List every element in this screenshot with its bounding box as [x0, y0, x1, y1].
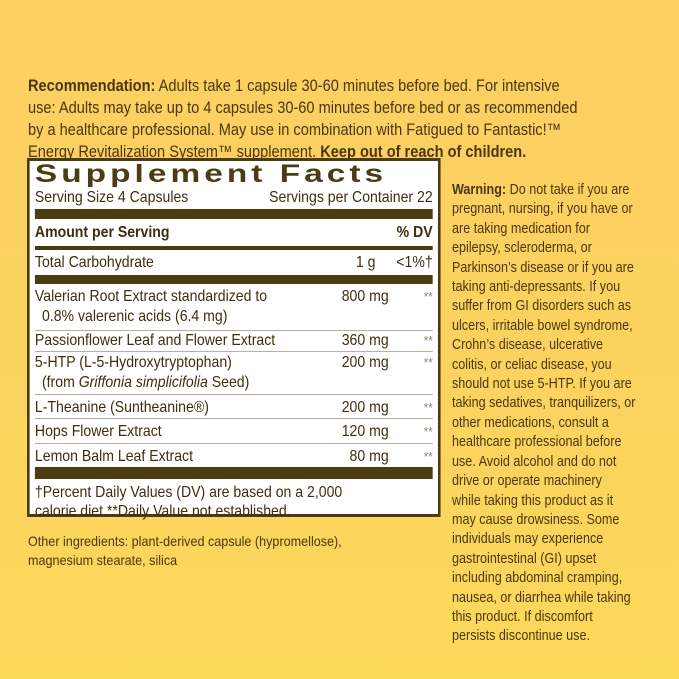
panel-title-text: Supplement Facts	[34, 159, 388, 188]
warning-line: Do not take if you are	[509, 181, 630, 198]
serving-size: Serving Size 4 Capsules	[34, 189, 189, 206]
ingredient-dv: **	[423, 333, 433, 348]
ingredient-name: L-Theanine (Suntheanine®)	[34, 399, 209, 416]
ingredient-detail: 0.8% valerenic acids (6.4 mg)	[41, 308, 228, 325]
warning-line: ulcers, irritable bowel syndrome,	[452, 316, 633, 334]
keep-out-of-reach-warning: Keep out of reach of children.	[320, 143, 527, 161]
warning-line: other medications, consult a	[452, 413, 609, 431]
nutrient-name: Total Carbohydrate	[34, 254, 154, 271]
warning-line: while taking this product as it	[452, 491, 614, 509]
ingredient-dv: **	[423, 400, 433, 415]
panel-title: Supplement Facts	[34, 159, 433, 188]
ingredient-row: Lemon Balm Leaf Extract 80 mg **	[35, 444, 433, 467]
warning-line: Crohn’s disease, ulcerative	[452, 336, 604, 354]
ingredient-row: Hops Flower Extract 120 mg **	[34, 419, 433, 444]
detail-text: Seed)	[207, 374, 250, 391]
divider-bar	[34, 467, 433, 479]
ingredient-dv: **	[423, 424, 433, 439]
footnote-line: calorie diet.**Daily Value not establish…	[34, 503, 291, 520]
recommendation-line: use: Adults may take up to 4 capsules 30…	[28, 99, 578, 117]
warning-line: are taking medication for	[452, 219, 590, 237]
other-ingredients-line: magnesium stearate, silica	[28, 552, 178, 568]
ingredient-detail: (from Griffonia simplicifolia Seed)	[35, 373, 318, 393]
ingredient-amount: 80 mg	[349, 448, 389, 465]
warning-lines: pregnant, nursing, if you have or are tak…	[452, 199, 670, 645]
warning-line: individuals may experience	[452, 530, 604, 548]
nutrient-amount: 1 g	[355, 254, 376, 271]
warning-label: Warning:	[452, 181, 507, 198]
divider-bar	[34, 246, 433, 250]
ingredient-row: L-Theanine (Suntheanine®) 200 mg **	[34, 395, 433, 419]
warning-line: including abdominal cramping,	[452, 569, 623, 587]
footnote-line: †Percent Daily Values (DV) are based on …	[34, 484, 343, 501]
ingredient-dv: **	[423, 449, 433, 464]
warning-line: may cause drowsiness. Some	[452, 510, 620, 528]
carb-row: Total Carbohydrate 1 g <1%†	[35, 250, 433, 275]
other-ingredients: Other ingredients: plant-derived capsule…	[28, 532, 388, 570]
recommendation-line: Energy Revitalization System™ supplement…	[28, 143, 317, 161]
amount-header-row: Amount per Serving % DV	[35, 219, 433, 246]
warning-line: gastrointestinal (GI) upset	[452, 549, 597, 567]
warning-line: taking anti-depressants. If you	[452, 278, 621, 296]
detail-text: (from	[41, 374, 79, 391]
warning-line: pregnant, nursing, if you have or	[452, 200, 633, 218]
ingredient-amount: 200 mg	[341, 354, 389, 371]
recommendation-text: Recommendation: Adults take 1 capsule 30…	[28, 75, 648, 163]
divider-bar	[34, 275, 433, 284]
serving-info: Serving Size 4 Capsules Servings per Con…	[35, 187, 433, 209]
ingredient-amount: 200 mg	[341, 399, 389, 416]
warning-line: healthcare professional before	[452, 433, 622, 451]
ingredient-amount: 120 mg	[341, 423, 389, 440]
amount-header: Amount per Serving	[34, 223, 170, 241]
ingredient-amount: 800 mg	[341, 288, 389, 305]
supplement-facts-panel: Supplement Facts Serving Size 4 Capsules…	[27, 158, 441, 520]
ingredient-row: Valerian Root Extract standardized to 0.8…	[34, 284, 433, 331]
ingredient-amount: 360 mg	[341, 332, 389, 349]
servings-per-container: Servings per Container 22	[269, 189, 433, 206]
warning-line: should not use 5-HTP. If you are	[452, 375, 632, 393]
ingredient-row: Passionflower Leaf and Flower Extract 36…	[34, 331, 433, 352]
warning-line: taking sedatives, tranquilizers, or	[452, 394, 636, 412]
nutrient-dv: <1%†	[396, 254, 433, 271]
ingredient-name: Valerian Root Extract standardized to	[34, 288, 268, 305]
recommendation-label: Recommendation:	[28, 77, 156, 95]
warning-line: epilepsy, scleroderma, or	[452, 239, 592, 257]
recommendation-line: Adults take 1 capsule 30-60 minutes befo…	[158, 77, 560, 95]
warning-line: use. Avoid alcohol and do not	[452, 452, 617, 470]
dv-header: % DV	[396, 223, 433, 241]
ingredient-row: 5-HTP (L-5-Hydroxytryptophan) (from Griff…	[34, 352, 433, 395]
footnote: †Percent Daily Values (DV) are based on …	[35, 479, 433, 521]
divider-bar	[34, 209, 433, 219]
warning-line: suffer from GI disorders such as	[452, 297, 632, 315]
ingredient-name: 5-HTP (L-5-Hydroxytryptophan)	[34, 354, 232, 371]
other-ingredients-line: Other ingredients: plant-derived capsule…	[28, 533, 342, 549]
warning-line: drive or operate machinery	[452, 472, 602, 490]
ingredient-dv: **	[423, 355, 433, 370]
warning-line: persists discontinue use.	[452, 627, 590, 645]
warning-line: this product. If discomfort	[452, 607, 593, 625]
ingredient-name: Passionflower Leaf and Flower Extract	[34, 332, 276, 349]
recommendation-line: by a healthcare professional. May use in…	[28, 121, 562, 139]
ingredient-name: Hops Flower Extract	[34, 423, 162, 440]
ingredient-name: Lemon Balm Leaf Extract	[34, 448, 194, 465]
warning-line: nausea, or diarrhea while taking	[452, 588, 631, 606]
warning-line: Parkinson’s disease or if you are	[452, 258, 634, 276]
ingredient-dv: **	[423, 289, 433, 304]
warning-text: Warning: Do not take if you are pregnant…	[452, 180, 670, 646]
warning-line: colitis, or celiac disease, you	[452, 355, 612, 373]
species-name: Griffonia simplicifolia	[78, 374, 208, 391]
